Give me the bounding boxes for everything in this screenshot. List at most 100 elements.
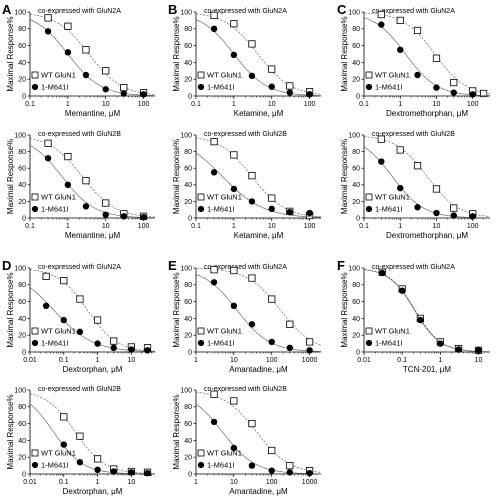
x-tick-label: 10	[127, 357, 135, 364]
x-tick-label: 10	[433, 223, 441, 230]
y-tick-label: 100	[348, 9, 360, 16]
x-tick-label: 0.1	[191, 223, 201, 230]
data-point-circle	[455, 346, 462, 353]
legend-label: 1-M641I	[207, 205, 235, 214]
y-tick-label: 80	[18, 282, 26, 289]
x-tick-label: 10	[230, 357, 238, 364]
legend-label: 1-M641I	[375, 83, 403, 92]
chart-title: co-expressed with GluN2A	[372, 264, 455, 271]
data-point-circle	[144, 469, 151, 477]
y-tick-label: 20	[352, 77, 360, 84]
legend-marker-square	[31, 193, 39, 201]
x-tick-label: 10	[475, 357, 483, 364]
panel-label-f: F	[337, 258, 345, 273]
data-point-square	[93, 455, 102, 463]
data-point-circle	[230, 302, 238, 309]
data-point-square	[60, 413, 68, 421]
data-point-square	[432, 185, 441, 193]
y-tick-label: 60	[18, 166, 26, 173]
y-tick-label: 0	[356, 215, 360, 222]
x-axis-label: Dextrorphan, μM	[63, 365, 123, 374]
chart-title: co-expressed with GluN2B	[372, 131, 455, 138]
data-point-circle	[230, 444, 238, 452]
legend-label: 1-M641I	[207, 339, 235, 348]
x-tick-label: 0.1	[359, 101, 369, 108]
y-tick-label: 0	[188, 349, 192, 356]
y-tick-label: 100	[14, 9, 26, 16]
panel-label-a: A	[2, 2, 12, 17]
y-axis-label: Maximal Response%	[172, 16, 181, 91]
legend-label: WT GluN1	[207, 71, 242, 80]
y-tick-label: 80	[184, 26, 192, 33]
data-point-circle	[110, 468, 117, 475]
y-tick-label: 80	[184, 404, 192, 411]
legend-label: WT GluN1	[41, 327, 76, 336]
x-tick-label: 1	[232, 101, 236, 108]
y-axis-label: Maximal Response%	[172, 394, 181, 469]
y-tick-label: 60	[18, 299, 26, 306]
data-point-square	[268, 295, 276, 303]
data-point-circle	[248, 321, 256, 328]
data-point-circle	[397, 184, 404, 192]
legend-marker-square	[365, 327, 373, 335]
data-point-square	[44, 139, 52, 147]
data-point-square	[268, 65, 276, 73]
x-tick-label: 10	[268, 101, 276, 108]
data-point-circle	[44, 155, 52, 162]
x-tick-label: 1	[194, 479, 198, 486]
fit-curve	[195, 403, 322, 475]
x-axis-label: Ketamine, μM	[234, 231, 284, 240]
data-point-circle	[414, 71, 421, 79]
legend-label: WT GluN1	[375, 327, 410, 336]
y-tick-label: 100	[180, 265, 192, 272]
y-tick-label: 20	[18, 77, 26, 84]
data-point-circle	[286, 208, 294, 216]
data-point-circle	[110, 344, 117, 351]
data-point-circle	[268, 338, 275, 346]
data-point-circle	[60, 316, 67, 324]
y-tick-label: 20	[352, 333, 360, 340]
panel-label-d: D	[2, 258, 11, 273]
y-tick-label: 80	[184, 149, 192, 156]
data-point-circle	[268, 83, 275, 90]
data-point-circle	[144, 347, 151, 354]
y-tick-label: 20	[184, 455, 192, 462]
legend-label: WT GluN1	[375, 71, 410, 80]
chart-b-3: 0 20 40 60 80 100 0.1 1 10 100 Ketamine, μM Maximal…	[172, 131, 322, 240]
legend-marker-circle	[197, 339, 205, 347]
legend-label: WT GluN1	[207, 327, 242, 336]
legend-label: WT GluN1	[375, 193, 410, 202]
x-axis-label: TCN-201, μM	[403, 365, 452, 374]
y-tick-label: 60	[352, 43, 360, 50]
data-point-square	[76, 295, 84, 303]
fit-curve	[195, 13, 322, 95]
panel-label-c: C	[337, 2, 347, 17]
chart-f-10: 0 20 40 60 80 100 0.01 0.1 1 10 TCN-201, μM Maximal…	[340, 264, 491, 374]
data-point-circle	[306, 91, 313, 98]
data-point-circle	[469, 213, 476, 220]
chart-b-2: 0 20 40 60 80 100 0.1 1 10 100 Ketamine, μM Maximal…	[172, 8, 322, 118]
y-tick-label: 80	[18, 26, 26, 33]
chart-a-1: 0 20 40 60 80 100 0.1 1 10 100 Memantine, μM Maxima…	[6, 131, 156, 240]
legend-marker-square	[31, 327, 39, 335]
chart-title: co-expressed with GluN2B	[38, 131, 121, 138]
x-tick-label: 0.1	[191, 101, 201, 108]
chart-title: co-expressed with GluN2A	[38, 264, 121, 271]
x-tick-label: 0.1	[25, 101, 35, 108]
y-tick-label: 60	[184, 43, 192, 50]
data-point-circle	[210, 279, 218, 286]
data-point-circle	[210, 169, 218, 176]
chart-title: co-expressed with GluN2A	[38, 8, 121, 15]
fit-curve	[29, 393, 156, 474]
data-point-square	[110, 337, 118, 345]
data-point-square	[450, 78, 458, 87]
y-tick-label: 40	[184, 60, 192, 67]
data-point-square	[210, 11, 218, 19]
data-point-square	[230, 266, 238, 275]
y-tick-label: 100	[14, 132, 26, 139]
fit-curve	[363, 146, 491, 219]
data-point-circle	[433, 209, 440, 217]
x-axis-label: Dextrorphan, μM	[63, 487, 123, 496]
